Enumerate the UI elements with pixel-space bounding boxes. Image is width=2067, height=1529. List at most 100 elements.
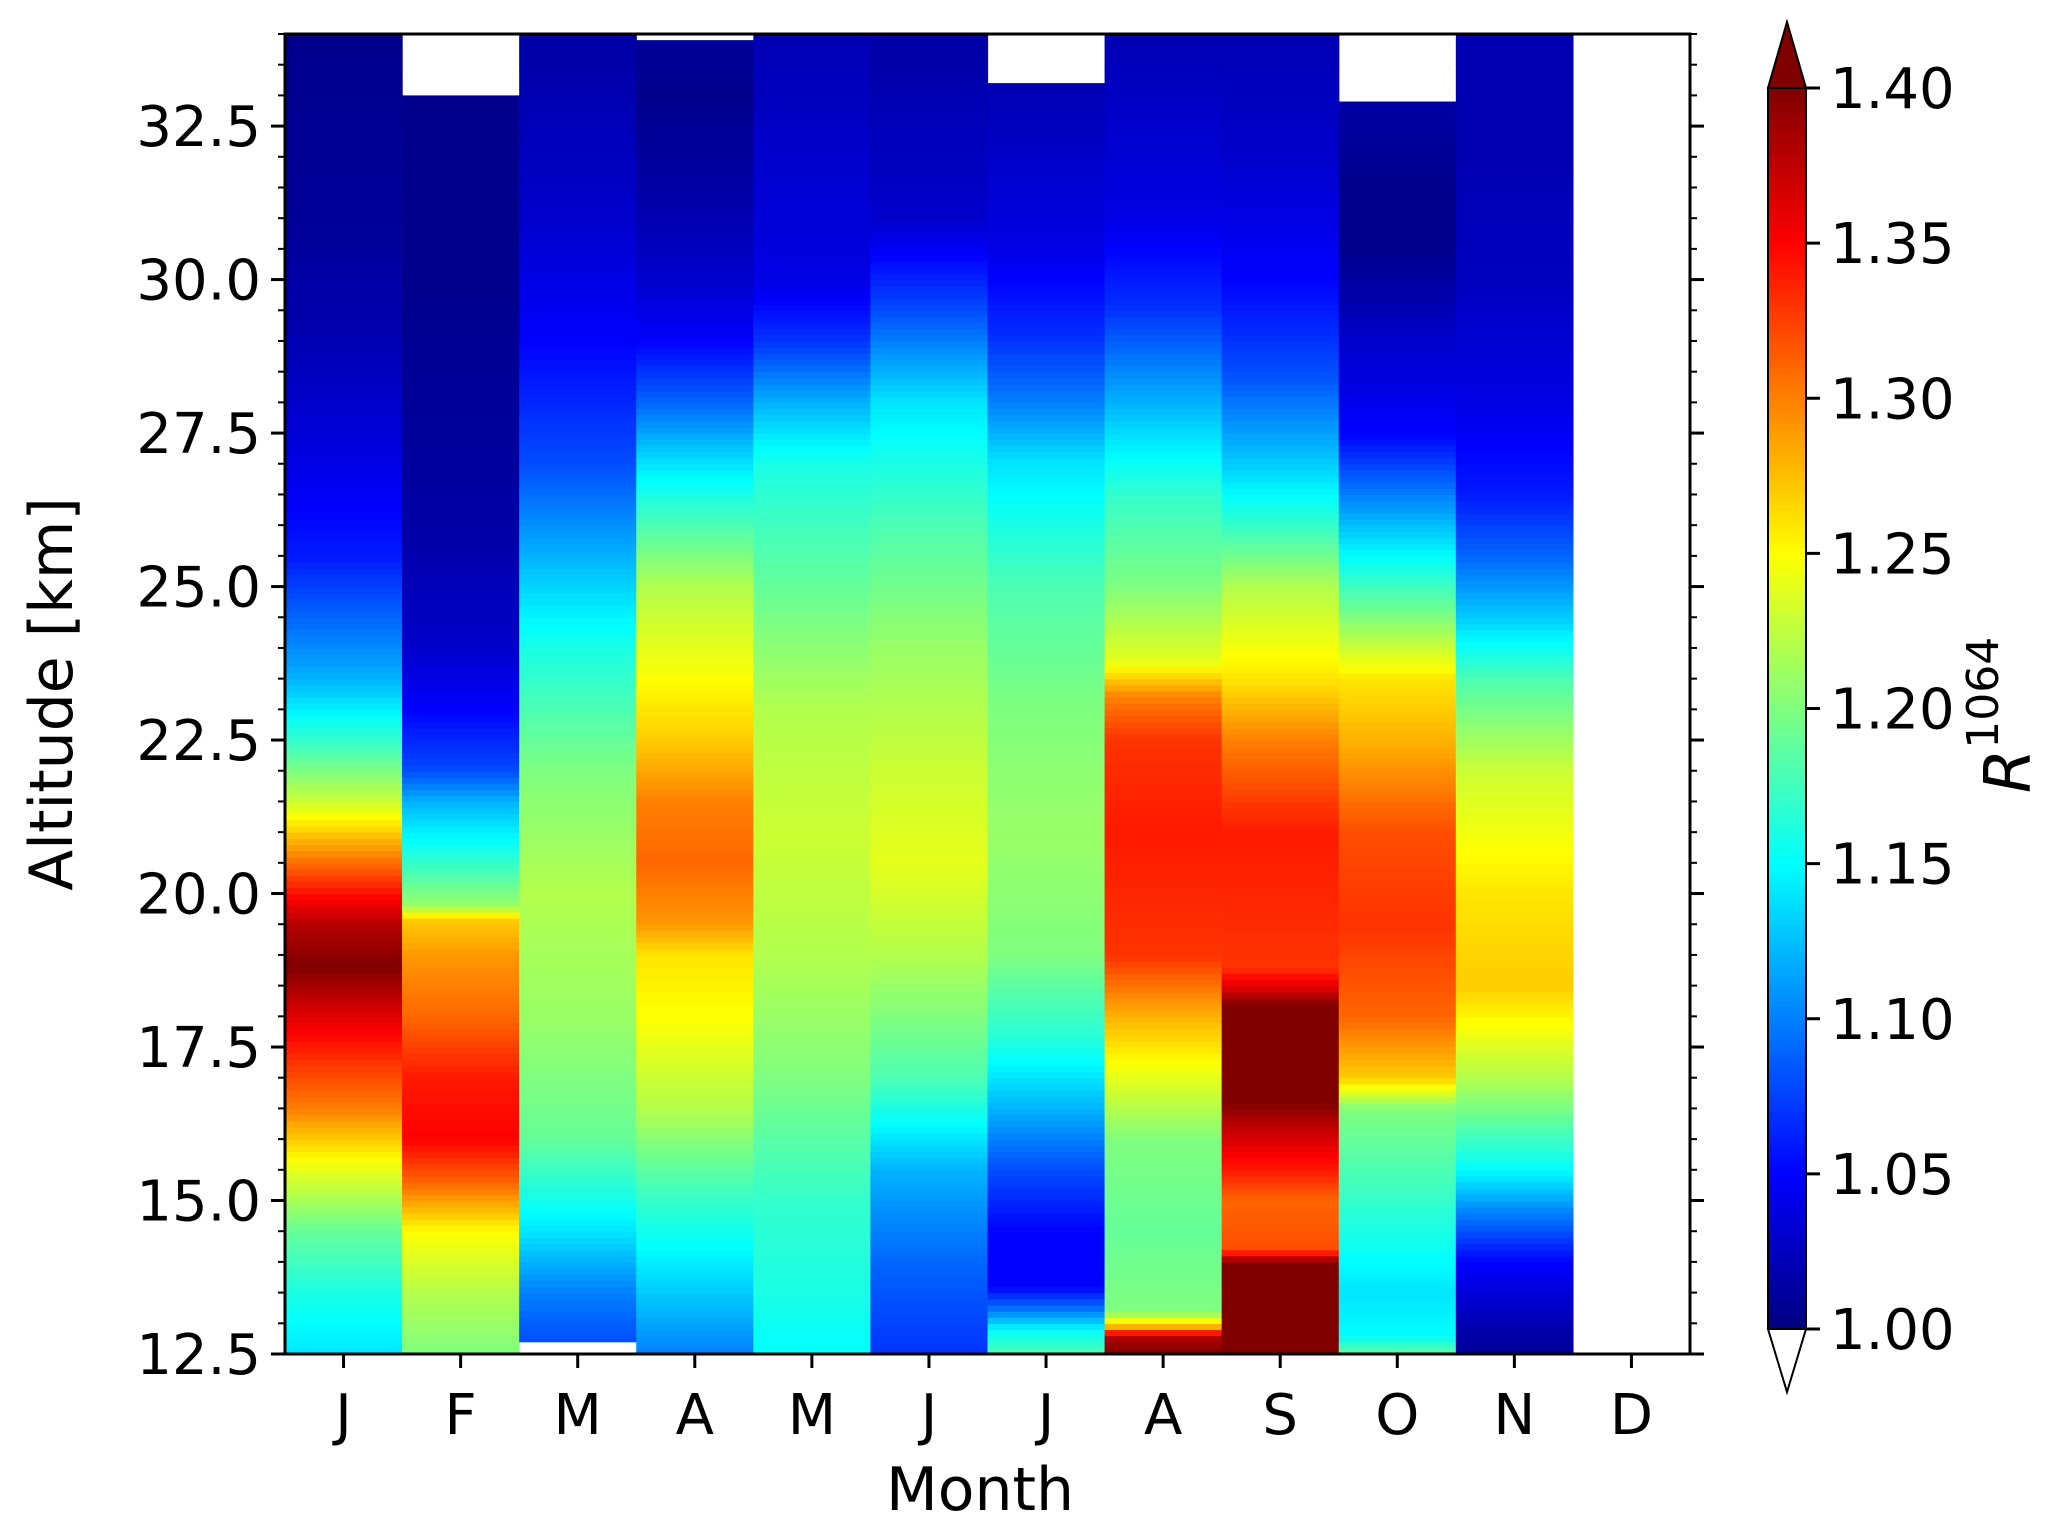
heatmap-cell [636, 334, 754, 342]
heatmap-cell [402, 230, 520, 238]
heatmap-cell [1455, 261, 1574, 268]
heatmap-cell [636, 1225, 754, 1232]
heatmap-cell [753, 1126, 872, 1134]
heatmap-cell [519, 1071, 637, 1079]
heatmap-cell [870, 126, 989, 133]
heatmap-cell [285, 162, 403, 170]
heatmap-cell [753, 1145, 872, 1152]
heatmap-cell [987, 881, 1106, 888]
heatmap-cell [1455, 494, 1574, 502]
heatmap-cell [987, 997, 1106, 1005]
heatmap-cell [870, 1059, 989, 1067]
heatmap-cell [870, 770, 989, 778]
heatmap-cell [1221, 1022, 1340, 1030]
heatmap-cell [987, 746, 1106, 753]
heatmap-cell [1338, 678, 1457, 686]
heatmap-cell [285, 365, 403, 373]
heatmap-cell [1455, 371, 1574, 379]
heatmap-cell [285, 463, 403, 471]
heatmap-cell [753, 1212, 872, 1220]
heatmap-cell [870, 1182, 989, 1189]
heatmap-cell [753, 611, 872, 618]
heatmap-cell [1455, 1274, 1574, 1281]
heatmap-cell [519, 973, 637, 981]
heatmap-cell [870, 911, 989, 919]
heatmap-cell [987, 568, 1106, 575]
heatmap-cell [402, 1274, 520, 1281]
colorbar-segment [1768, 609, 1806, 617]
heatmap-cell [285, 248, 403, 256]
heatmap-cell [987, 893, 1106, 901]
heatmap-cell [753, 506, 872, 514]
heatmap-cell [402, 285, 520, 293]
heatmap-cell [753, 764, 872, 772]
heatmap-cell [402, 205, 520, 213]
heatmap-cell [987, 322, 1106, 330]
colorbar-segment [1768, 143, 1806, 151]
heatmap-cell [636, 826, 754, 833]
heatmap-cell [1104, 592, 1223, 600]
heatmap-cell [402, 1114, 520, 1122]
heatmap-cell [1221, 1323, 1340, 1331]
heatmap-cell [636, 255, 754, 262]
heatmap-cell [1104, 832, 1223, 839]
heatmap-cell [402, 1329, 520, 1337]
heatmap-cell [1338, 715, 1457, 723]
heatmap-cell [1338, 654, 1457, 661]
heatmap-cell [1221, 899, 1340, 907]
x-tick-label: D [1610, 1383, 1653, 1448]
heatmap-cell [753, 1071, 872, 1079]
heatmap-cell [636, 383, 754, 391]
heatmap-cell [402, 954, 520, 962]
heatmap-cell [402, 212, 520, 219]
colorbar-segment [1768, 683, 1806, 691]
heatmap-cell [285, 881, 403, 888]
heatmap-cell [285, 1311, 403, 1318]
heatmap-cell [753, 1016, 872, 1024]
heatmap-cell [402, 426, 520, 434]
x-tick-label: J [918, 1383, 938, 1448]
heatmap-cell [402, 574, 520, 582]
heatmap-cell [753, 420, 872, 428]
heatmap-cell [1455, 1132, 1574, 1140]
heatmap-cell [285, 868, 403, 876]
heatmap-cell [1455, 1163, 1574, 1171]
heatmap-cell [1338, 844, 1457, 852]
heatmap-cell [1221, 1311, 1340, 1318]
heatmap-cell [1221, 770, 1340, 778]
heatmap-cell [519, 494, 637, 502]
heatmap-cell [1455, 1126, 1574, 1134]
heatmap-cell [1104, 586, 1223, 594]
heatmap-cell [1221, 279, 1340, 287]
colorbar-segment [1768, 634, 1806, 641]
heatmap-cell [402, 482, 520, 489]
heatmap-cell [285, 46, 403, 54]
heatmap-cell [402, 1163, 520, 1171]
heatmap-cell [1338, 451, 1457, 459]
heatmap-cell [1221, 101, 1340, 109]
colorbar-segment [1768, 280, 1806, 288]
heatmap-cell [402, 776, 520, 784]
x-tick-label: A [676, 1383, 714, 1448]
heatmap-cell [753, 672, 872, 680]
heatmap-cell [636, 899, 754, 907]
heatmap-cell [636, 967, 754, 974]
heatmap-cell [1455, 868, 1574, 876]
colorbar-segment [1768, 255, 1806, 263]
heatmap-cell [987, 911, 1106, 919]
heatmap-cell [753, 844, 872, 852]
heatmap-cell [1221, 1028, 1340, 1036]
heatmap-cell [519, 617, 637, 624]
heatmap-cell [1455, 1108, 1574, 1116]
heatmap-cell [1338, 402, 1457, 410]
heatmap-cell [1455, 776, 1574, 784]
heatmap-cell [402, 138, 520, 146]
heatmap-cell [987, 776, 1106, 784]
heatmap-cell [987, 488, 1106, 496]
heatmap-cell [519, 248, 637, 256]
heatmap-cell [1221, 893, 1340, 901]
heatmap-cell [1455, 740, 1574, 747]
heatmap-cell [402, 353, 520, 360]
heatmap-cell [1221, 715, 1340, 723]
heatmap-cell [870, 150, 989, 158]
